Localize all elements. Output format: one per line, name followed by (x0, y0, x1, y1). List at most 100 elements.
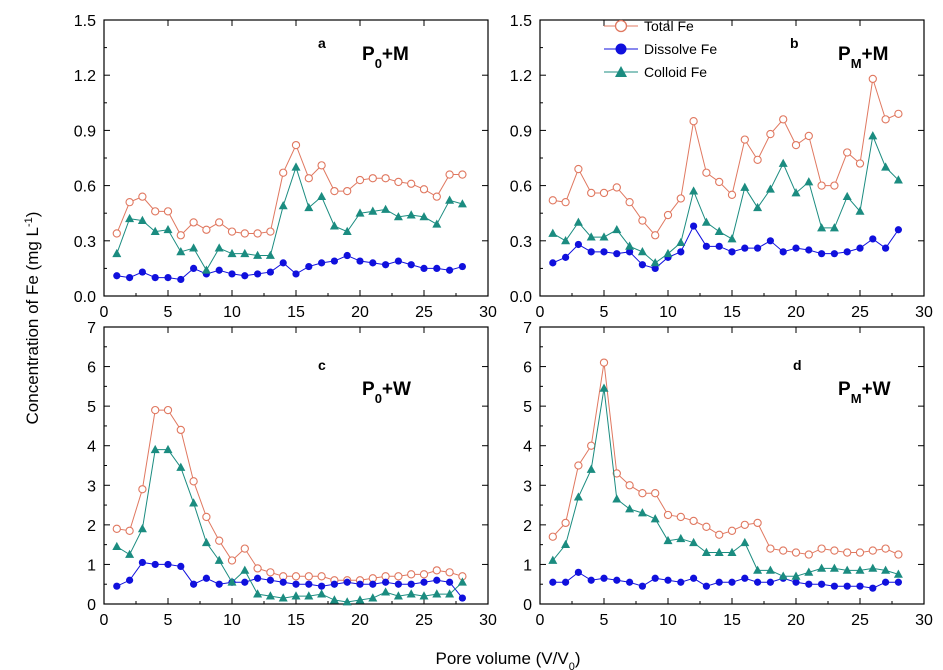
data-point-colloid (176, 247, 186, 256)
data-point-dissolved (305, 262, 313, 271)
data-point-dissolved (843, 248, 851, 256)
data-point-total (317, 572, 326, 581)
data-point-colloid (137, 215, 147, 224)
panel-title-sub: M (851, 391, 862, 406)
data-point-dissolved (818, 250, 826, 258)
x-tick-label: 25 (415, 304, 433, 321)
data-point-dissolved (830, 582, 839, 590)
data-point-colloid (342, 226, 352, 235)
x-tick-label: 5 (164, 304, 173, 321)
data-point-colloid (625, 504, 635, 513)
data-point-total (202, 225, 211, 234)
data-point-colloid (650, 514, 660, 523)
data-point-total (676, 512, 685, 522)
data-point-total (548, 196, 557, 205)
data-point-colloid (548, 228, 558, 237)
data-point-colloid (214, 555, 224, 564)
data-point-colloid (663, 535, 673, 545)
data-point-total (881, 115, 890, 124)
data-point-total (304, 572, 313, 581)
data-point-total (407, 570, 416, 579)
x-tick-label: 30 (915, 304, 933, 321)
data-point-dissolved (151, 274, 159, 282)
data-point-total (419, 185, 429, 194)
x-tick-label: 0 (100, 304, 109, 321)
data-point-colloid (406, 589, 416, 598)
data-point-total (817, 544, 826, 553)
data-point-total (279, 168, 288, 177)
data-point-dissolved (651, 264, 659, 272)
x-tick-label: 10 (659, 612, 677, 629)
data-point-total (151, 405, 160, 415)
data-point-total (163, 405, 173, 415)
data-point-dissolved (766, 237, 775, 245)
data-point-total (445, 568, 454, 577)
data-point-total (253, 229, 262, 238)
data-point-total (125, 198, 134, 207)
data-point-total (266, 568, 275, 577)
data-point-dissolved (600, 248, 608, 256)
data-point-total (291, 572, 301, 581)
legend-total-label: Total Fe (644, 18, 694, 34)
data-point-dissolved (677, 578, 685, 586)
data-point-dissolved (458, 594, 466, 602)
data-point-dissolved (741, 244, 749, 252)
data-point-colloid (561, 539, 571, 549)
data-point-colloid (457, 577, 467, 586)
legend-colloid-marker (615, 66, 627, 77)
y-tick-label: 1.2 (510, 68, 532, 85)
data-point-dissolved (394, 257, 402, 265)
y-tick-label: 7 (523, 320, 532, 337)
panel-frame (539, 326, 925, 605)
data-point-colloid (355, 595, 365, 604)
data-point-total (240, 544, 249, 553)
data-point-colloid (778, 571, 788, 580)
data-point-colloid (804, 177, 814, 186)
data-point-dissolved (562, 253, 570, 261)
data-point-dissolved (446, 578, 454, 586)
x-axis-label-text: Pore volume (V/V (435, 649, 569, 668)
data-point-dissolved (202, 574, 210, 582)
data-point-total (291, 140, 301, 150)
data-point-dissolved (741, 574, 749, 582)
data-point-total (112, 524, 121, 533)
data-point-total (599, 188, 609, 198)
data-point-colloid (278, 593, 288, 602)
x-tick-label: 10 (223, 304, 241, 321)
panel-b: 0 5 10 15 20 25 30 0.0 0.3 0.6 0.9 1.2 1.5 b PM+M (510, 13, 933, 321)
data-point-colloid (829, 563, 839, 572)
data-point-total (715, 177, 724, 187)
x-axis-label-tail: ) (575, 649, 581, 668)
data-point-dissolved (856, 582, 864, 590)
y-tick-label: 6 (87, 360, 96, 377)
series-line-dissolved (552, 225, 899, 269)
data-point-colloid (419, 591, 429, 600)
data-point-colloid (599, 232, 609, 241)
data-point-total (689, 117, 698, 126)
series-line-colloid (552, 134, 899, 264)
panel-title: P0+W (362, 379, 411, 406)
series-line-total (116, 143, 463, 237)
data-point-dissolved (728, 248, 736, 256)
data-point-colloid (189, 243, 199, 252)
data-point-total (766, 129, 775, 139)
series-line-total (116, 409, 463, 581)
data-point-colloid (291, 162, 301, 171)
data-point-colloid (368, 593, 378, 602)
data-point-dissolved (677, 248, 685, 256)
y-tick-label: 0.9 (510, 123, 532, 140)
data-point-total (625, 481, 634, 490)
legend-colloid-label: Colloid Fe (644, 64, 707, 80)
series-line-dissolved (116, 561, 463, 599)
series-dissolved (549, 222, 903, 272)
panel-title-sub: 0 (375, 56, 382, 71)
data-point-dissolved (266, 576, 274, 584)
data-point-total (163, 207, 173, 216)
data-point-colloid (586, 232, 596, 241)
data-point-colloid (329, 221, 339, 230)
data-point-colloid (804, 567, 814, 576)
data-point-dissolved (805, 246, 813, 254)
y-tick-label: 1.2 (74, 68, 96, 85)
data-point-dissolved (626, 578, 634, 586)
data-point-dissolved (651, 574, 659, 582)
